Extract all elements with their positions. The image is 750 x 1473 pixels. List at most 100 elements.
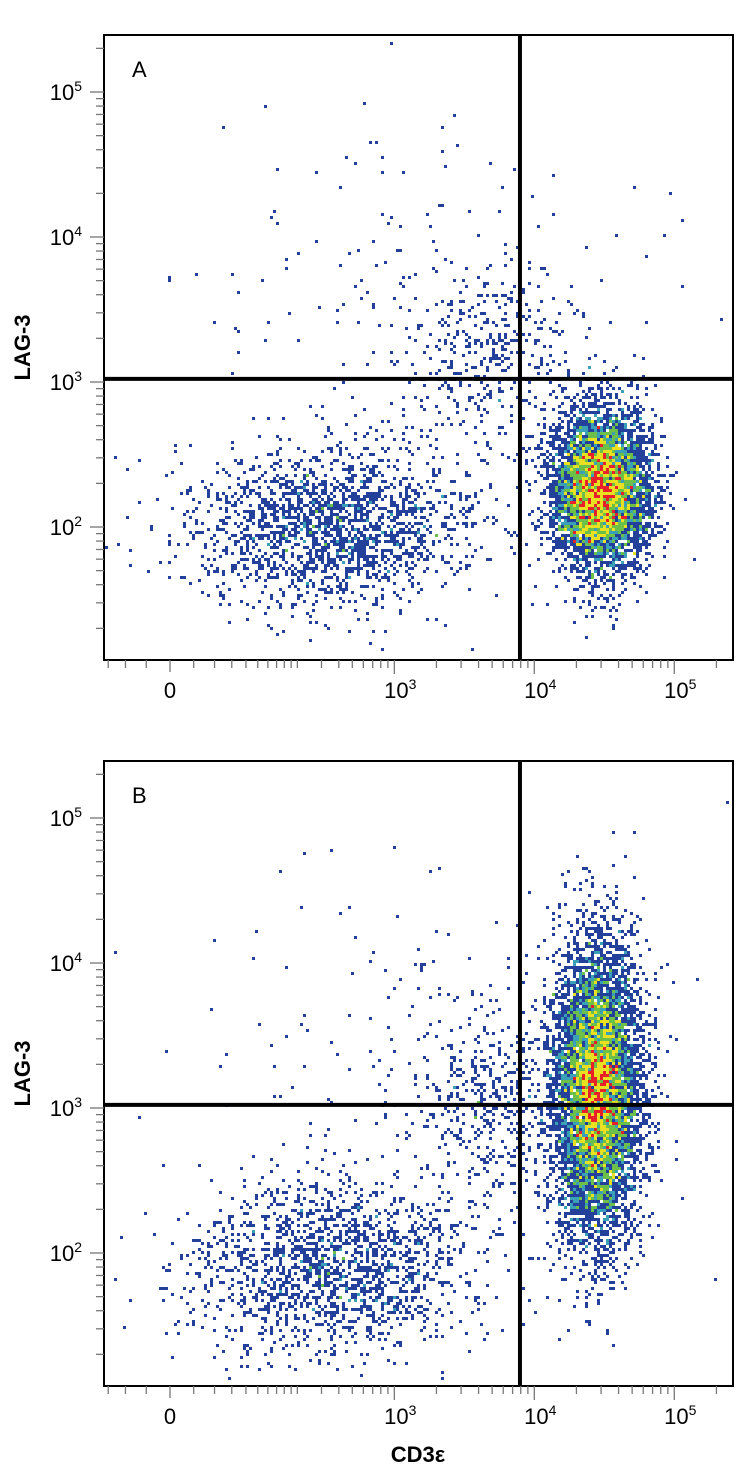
data-point [588, 420, 591, 423]
data-point [282, 507, 285, 510]
data-point [354, 1218, 357, 1221]
data-point [543, 408, 546, 411]
data-point [168, 540, 171, 543]
data-point [582, 579, 585, 582]
data-point [324, 531, 327, 534]
data-point [222, 1254, 225, 1257]
data-point [336, 1224, 339, 1227]
data-point [660, 444, 663, 447]
data-point [333, 1332, 336, 1335]
data-point [429, 1335, 432, 1338]
data-point [648, 525, 651, 528]
data-point [351, 525, 354, 528]
data-point [390, 216, 393, 219]
data-point [333, 1305, 336, 1308]
data-point [600, 555, 603, 558]
data-point [570, 513, 573, 516]
data-point [408, 600, 411, 603]
data-point [609, 615, 612, 618]
data-point [333, 489, 336, 492]
data-point [642, 456, 645, 459]
data-point [282, 1335, 285, 1338]
data-point [621, 429, 624, 432]
data-point [303, 546, 306, 549]
data-point [231, 1338, 234, 1341]
data-point [261, 525, 264, 528]
data-point [450, 480, 453, 483]
data-point [441, 1371, 444, 1374]
data-point [606, 450, 609, 453]
data-point [444, 339, 447, 342]
data-point [231, 1239, 234, 1242]
data-point [288, 1302, 291, 1305]
data-point [609, 522, 612, 525]
data-point [360, 585, 363, 588]
data-point [366, 492, 369, 495]
data-point [558, 333, 561, 336]
data-point [615, 513, 618, 516]
data-point [375, 540, 378, 543]
data-point [459, 381, 462, 384]
data-point [468, 315, 471, 318]
data-point [162, 1299, 165, 1302]
data-point [597, 546, 600, 549]
data-point [393, 1239, 396, 1242]
data-point [321, 504, 324, 507]
data-point [492, 348, 495, 351]
data-point [594, 393, 597, 396]
data-point [603, 486, 606, 489]
data-point [210, 1266, 213, 1269]
data-point [276, 573, 279, 576]
data-point [591, 591, 594, 594]
data-point [333, 387, 336, 390]
data-point [660, 495, 663, 498]
data-point [537, 285, 540, 288]
data-point [597, 399, 600, 402]
data-point [399, 510, 402, 513]
data-point [390, 504, 393, 507]
data-point [318, 1311, 321, 1314]
data-point [552, 549, 555, 552]
data-point [591, 498, 594, 501]
data-point [258, 564, 261, 567]
data-point [555, 432, 558, 435]
data-point [609, 534, 612, 537]
data-point [468, 309, 471, 312]
data-point [597, 408, 600, 411]
data-point [285, 1278, 288, 1281]
data-point [465, 1332, 468, 1335]
data-point [441, 495, 444, 498]
data-point [624, 495, 627, 498]
data-point [612, 492, 615, 495]
data-point [240, 1329, 243, 1332]
data-point [618, 441, 621, 444]
data-point [549, 489, 552, 492]
data-point [402, 501, 405, 504]
data-point [609, 549, 612, 552]
data-point [654, 414, 657, 417]
data-point [381, 1272, 384, 1275]
data-point [420, 588, 423, 591]
data-point [240, 1293, 243, 1296]
data-point [411, 582, 414, 585]
data-point [465, 474, 468, 477]
data-point [390, 351, 393, 354]
data-point [234, 504, 237, 507]
data-point [396, 1266, 399, 1269]
data-point [597, 411, 600, 414]
data-point [336, 1248, 339, 1251]
data-point [606, 432, 609, 435]
data-point [420, 1296, 423, 1299]
data-point [414, 546, 417, 549]
data-point [621, 486, 624, 489]
data-point [375, 141, 378, 144]
data-point [495, 363, 498, 366]
data-point [624, 474, 627, 477]
data-point [621, 474, 624, 477]
data-point [600, 486, 603, 489]
data-point [321, 498, 324, 501]
data-point [543, 477, 546, 480]
data-point [393, 540, 396, 543]
data-point [600, 474, 603, 477]
data-point [273, 1254, 276, 1257]
